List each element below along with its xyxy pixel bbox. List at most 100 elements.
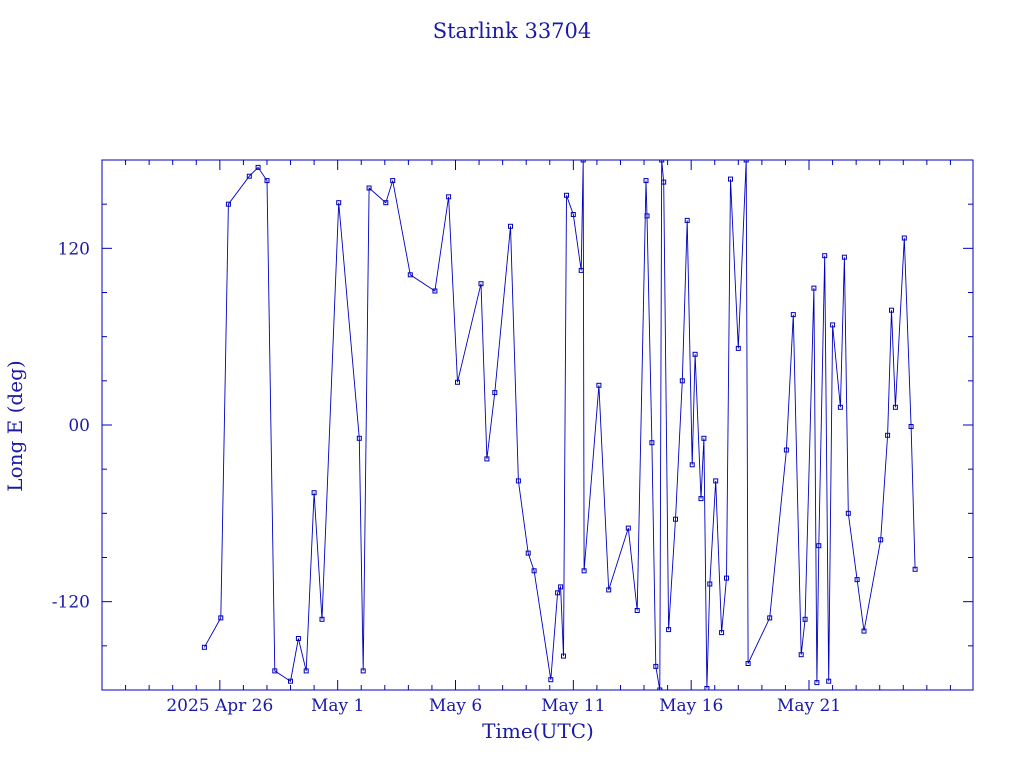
data-point [901, 235, 907, 241]
data-point [659, 160, 665, 163]
data-point [555, 590, 561, 596]
data-point [246, 173, 252, 179]
data-point [407, 272, 413, 278]
data-point [366, 185, 372, 191]
data-point [336, 200, 342, 206]
y-axis-label: Long E (deg) [3, 360, 27, 491]
data-point [606, 587, 612, 593]
data-point [790, 312, 796, 318]
data-point [698, 496, 704, 502]
data-point [478, 281, 484, 287]
data-point [272, 668, 278, 674]
data-point [580, 160, 586, 163]
data-point [311, 490, 317, 496]
data-point [578, 267, 584, 273]
x-tick-label: 2025 Apr 26 [166, 696, 273, 716]
data-point [525, 550, 531, 556]
data-point [201, 644, 207, 650]
data-point [745, 661, 751, 666]
data-point [728, 176, 733, 182]
data-point [837, 404, 843, 410]
data-point [892, 404, 898, 410]
data-point [798, 652, 804, 658]
data-point [596, 382, 602, 388]
data-point [649, 440, 655, 446]
data-point [303, 668, 309, 674]
data-point [908, 424, 914, 429]
data-point [515, 478, 521, 484]
data-point [561, 653, 566, 659]
data-point [802, 616, 808, 622]
data-point [861, 628, 867, 634]
data-point [319, 616, 325, 622]
data-point [735, 345, 741, 351]
x-tick-labels: 2025 Apr 26 May 1 May 6 May 11 May 16 May 21 [166, 696, 841, 716]
data-point [713, 478, 719, 484]
y-tick-label: 120 [58, 239, 90, 259]
data-point [446, 194, 452, 200]
data-point [767, 615, 773, 621]
data-point [841, 254, 847, 260]
data-point [684, 217, 690, 223]
data-point [661, 179, 667, 185]
data-point [548, 677, 554, 683]
data-point [558, 584, 564, 590]
data-point [383, 200, 389, 206]
data-point [845, 510, 851, 516]
data-point [885, 432, 891, 438]
y-tick-label: -120 [52, 593, 90, 613]
data-point [724, 575, 729, 581]
x-tick-label: May 6 [429, 696, 482, 716]
data-point [218, 615, 224, 621]
data-point [531, 568, 537, 574]
data-point [743, 160, 749, 163]
data-point [570, 212, 576, 217]
data-point [816, 543, 822, 549]
x-axis-label: Time(UTC) [482, 719, 594, 743]
y-tick-labels: 120 00 -120 [52, 239, 90, 612]
data-point [492, 390, 498, 396]
x-tick-label: May 11 [541, 696, 605, 716]
data-point [644, 213, 650, 219]
ticks [101, 160, 973, 690]
data-point [564, 192, 569, 198]
data-point [225, 201, 231, 207]
data-point [356, 435, 362, 441]
data-point [508, 223, 513, 229]
data-point [581, 568, 587, 574]
data-point [707, 581, 713, 587]
y-tick-label: 00 [68, 416, 90, 436]
data-point [719, 630, 725, 636]
data-point [854, 577, 860, 583]
data-point [432, 288, 438, 294]
data-point [634, 608, 640, 613]
x-tick-label: May 21 [777, 696, 841, 716]
chart-title: Starlink 33704 [433, 19, 592, 43]
data-point [814, 680, 820, 686]
longitude-series [201, 160, 918, 690]
data-point [704, 686, 710, 690]
data-point [822, 253, 828, 259]
data-point [689, 462, 695, 468]
data-point [701, 435, 707, 441]
data-point [657, 687, 663, 690]
data-point [288, 678, 293, 684]
data-point [673, 516, 678, 522]
data-point [390, 178, 396, 184]
data-point [643, 178, 649, 184]
data-point [692, 351, 698, 357]
data-point [666, 627, 672, 633]
plot-frame [101, 159, 974, 691]
data-point [360, 668, 366, 674]
data-point [625, 525, 631, 531]
data-point [679, 378, 685, 384]
data-point [783, 447, 789, 453]
data-point [295, 636, 301, 641]
data-point [484, 456, 490, 462]
data-point [889, 307, 894, 313]
data-point [455, 379, 460, 385]
series-line [204, 160, 916, 690]
data-point [912, 566, 918, 572]
data-point [264, 178, 270, 184]
